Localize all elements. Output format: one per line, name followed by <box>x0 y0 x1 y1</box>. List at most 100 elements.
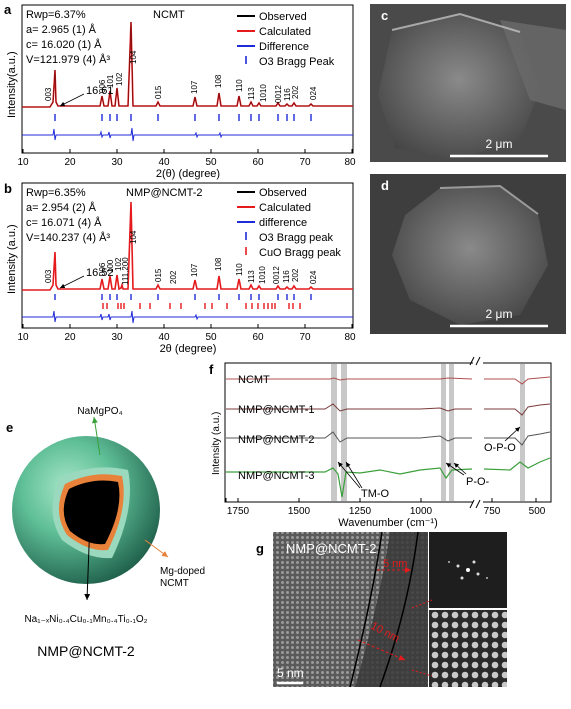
hkl-label: 101 <box>106 74 115 88</box>
panel-a-volume: V=121.979 (4) Å³ <box>26 53 110 66</box>
hkl-label: 102 <box>115 72 124 86</box>
x-tick-label: 1500 <box>288 506 311 517</box>
panel-g-thickness-5nm: 5 nm <box>383 558 407 570</box>
annotation-p-o: P-O- <box>466 476 490 488</box>
panel-b-bragg-o3 <box>54 294 312 300</box>
hkl-label: 202 <box>291 268 300 282</box>
panel-b-xlabel: 2θ (degree) <box>160 343 217 355</box>
hkl-label: 108 <box>214 74 223 88</box>
x-tick-label: 500 <box>529 506 546 517</box>
panel-b-rwp: Rwp=6.35% <box>26 187 86 199</box>
hkl-label: 111,200 <box>121 257 130 285</box>
panel-e-ncmt-label: NCMT <box>160 578 189 589</box>
annotation-tm-o: TM-O <box>361 488 390 500</box>
panel-g-letter: g <box>256 541 264 556</box>
hkl-label: 104 <box>129 50 138 64</box>
panel-b-legend-difference: difference <box>259 217 307 229</box>
x-tick-label: 10 <box>17 157 29 168</box>
hkl-label: 0012 <box>274 85 283 103</box>
hkl-label: 015 <box>154 85 163 99</box>
hkl-label: 104 <box>129 230 138 244</box>
hkl-label: 107 <box>190 80 199 94</box>
panel-d-letter: d <box>381 178 389 193</box>
hkl-label: 015 <box>154 268 163 282</box>
panel-b-volume: V=140.237 (4) Å³ <box>26 231 110 244</box>
hkl-label: 006 <box>98 79 107 93</box>
band-p-o-1 <box>441 364 446 501</box>
hkl-label: 100 <box>106 259 115 273</box>
band-tm-o-2 <box>341 364 347 501</box>
annotation-o-p-o: O-P-O <box>484 442 516 454</box>
panel-a-xlabel: 2(θ) (degree) <box>156 168 220 180</box>
x-tick-label: 30 <box>111 157 123 168</box>
hkl-label: 003 <box>44 87 53 101</box>
panel-f-series-labels: NCMT NMP@NCMT-1 NMP@NCMT-2 NMP@NCMT-3 <box>238 374 315 482</box>
x-tick-label: 20 <box>64 157 76 168</box>
x-tick-label: 1250 <box>349 506 372 517</box>
x-tick-label: 60 <box>252 157 264 168</box>
panel-a-peak-position: 16.61 <box>86 85 114 97</box>
panel-a-letter: a <box>4 2 12 17</box>
x-tick-label: 80 <box>344 332 356 343</box>
panel-g-scalebar-label: 5 nm <box>277 666 304 680</box>
hkl-label: 116 <box>283 88 292 101</box>
x-tick-label: 40 <box>158 332 170 343</box>
ftir-curve-ncmt <box>226 376 551 385</box>
panel-a-observed-curve <box>22 21 353 108</box>
panel-a-lattice-a: a= 2.965 (1) Å <box>26 23 97 36</box>
panel-d-scalebar-label: 2 μm <box>486 307 513 321</box>
hkl-label: 113 <box>247 87 256 100</box>
lattice-inset <box>429 610 507 687</box>
panel-b-bragg-cuo <box>102 303 301 309</box>
panel-a-legend: Observed Calculated Difference O3 Bragg … <box>237 11 335 68</box>
panel-b-legend-o3-bragg: O3 Bragg peak <box>259 232 333 244</box>
panel-a-legend-bragg: O3 Bragg Peak <box>259 56 335 68</box>
panel-b-legend-calculated: Calculated <box>259 202 311 214</box>
x-tick-label: 40 <box>158 157 170 168</box>
x-tick-label: 30 <box>111 332 123 343</box>
panel-d-sem-image: 2 μm d <box>370 174 566 334</box>
hkl-label: 110 <box>235 263 244 276</box>
hkl-label: 110 <box>235 79 244 92</box>
x-tick-label: 80 <box>344 157 356 168</box>
ncmt-core <box>63 480 120 545</box>
panel-a-ylabel: Intensity(a.u.) <box>6 51 18 118</box>
hkl-label: 108 <box>214 257 223 271</box>
panel-c-scalebar-label: 2 μm <box>486 137 513 151</box>
hkl-label: 006 <box>98 262 107 276</box>
hkl-label: 0012 <box>272 266 281 284</box>
hkl-label: 116 <box>282 270 291 283</box>
band-p-o-2 <box>449 364 454 501</box>
panel-f-annotations: TM-O P-O- O-P-O <box>361 442 516 500</box>
panel-c-sem-image: 2 μm c <box>370 4 566 162</box>
ftir-curve-nmp-2 <box>226 431 551 446</box>
panel-b-lattice-c: c= 16.071 (4) Å <box>26 216 102 229</box>
panel-a-rwp: Rwp=6.37% <box>26 9 86 21</box>
panel-a-xticklabels: 10 20 30 40 50 60 70 80 <box>17 157 356 168</box>
panel-a-sample-label: NCMT <box>153 9 185 21</box>
hkl-label: 003 <box>44 269 53 283</box>
band-tm-o-1 <box>331 364 337 501</box>
panel-c-letter: c <box>381 8 388 23</box>
x-tick-label: 750 <box>484 506 501 517</box>
panel-b-stats: Rwp=6.35% a= 2.954 (2) Å c= 16.071 (4) Å… <box>26 187 203 279</box>
panel-b-calculated-curve <box>22 201 353 291</box>
panel-b-xrd-plot <box>21 182 354 329</box>
panel-a-difference-curve <box>22 127 353 142</box>
x-tick-label: 50 <box>205 332 217 343</box>
x-tick-label: 1750 <box>227 506 250 517</box>
panel-e-caption: NMP@NCMT-2 <box>37 643 135 659</box>
hkl-label: 024 <box>309 270 318 284</box>
panel-a-legend-observed: Observed <box>259 11 307 23</box>
panel-b-ylabel: Intensity (a.u.) <box>6 224 18 294</box>
hkl-label: 1010 <box>258 266 267 284</box>
panel-a-xrd-plot <box>21 4 354 154</box>
panel-f-xlabel: Wavenumber (cm⁻¹) <box>338 517 438 529</box>
panel-b-peak-labels: 003 006 100 102 111,200 104 015 202 107 … <box>44 230 318 285</box>
panel-a-bragg-ticks <box>54 114 312 121</box>
panel-a-stats: Rwp=6.37% a= 2.965 (1) Å c= 16.020 (1) Å… <box>26 9 185 97</box>
hkl-label: 1010 <box>259 84 268 102</box>
x-tick-label: 70 <box>299 157 311 168</box>
hkl-label: 024 <box>309 86 318 100</box>
